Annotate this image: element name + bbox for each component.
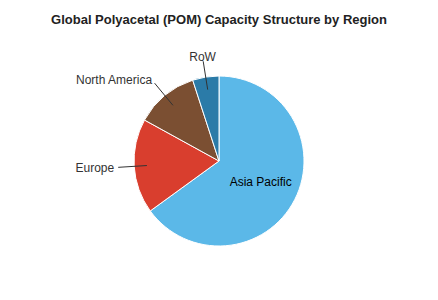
svg-text:North America: North America (76, 73, 152, 87)
html-text:Global Polyacetal (POM) Capaci: Global Polyacetal (POM) Capacity Structu… (51, 12, 387, 27)
svg-text:Asia Pacific: Asia Pacific (230, 175, 292, 189)
svg-text:Europe: Europe (76, 161, 115, 175)
svg-text:RoW: RoW (189, 50, 216, 64)
